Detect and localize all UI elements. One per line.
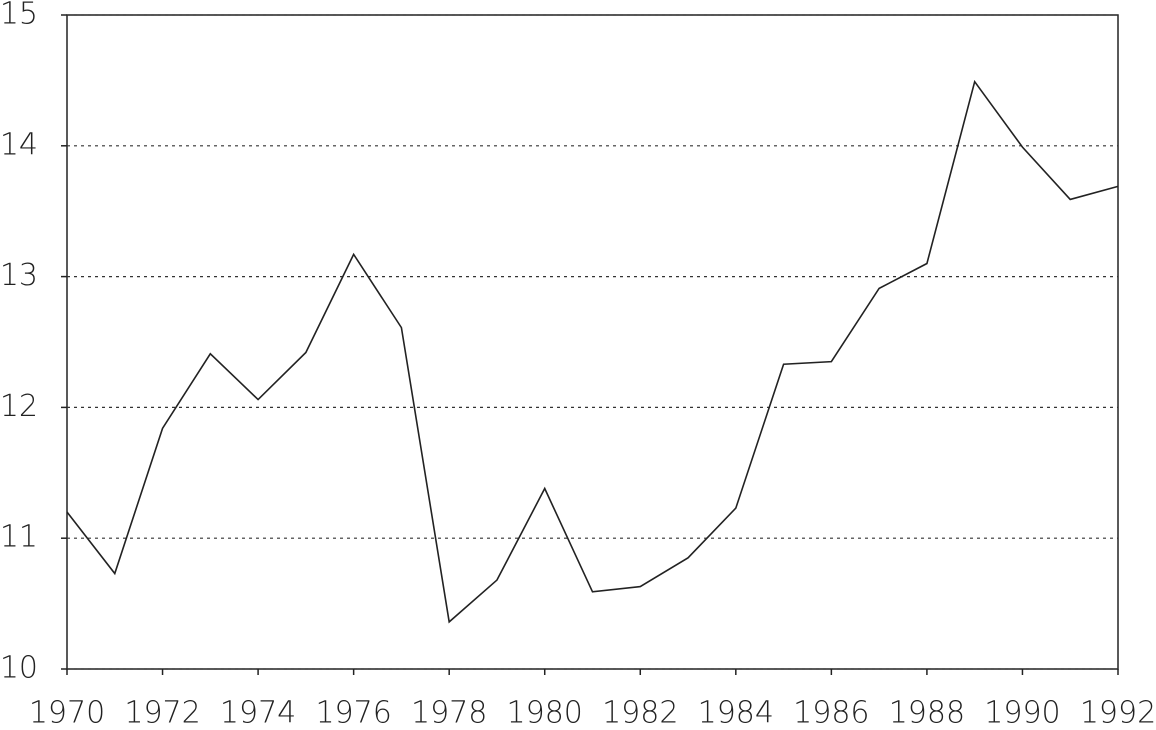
- x-tick-label: 1984: [698, 696, 774, 730]
- x-tick-label: 1982: [602, 696, 678, 730]
- y-tick-label: 10: [0, 651, 38, 686]
- x-tick-label: 1970: [29, 696, 105, 730]
- y-tick-label: 12: [0, 389, 38, 424]
- x-tick-label: 1976: [315, 696, 391, 730]
- x-tick-label: 1990: [984, 696, 1060, 730]
- x-tick-label: 1972: [124, 696, 200, 730]
- y-tick-label: 11: [0, 520, 38, 555]
- y-tick-label: 14: [0, 127, 38, 162]
- x-tick-label: 1986: [793, 696, 869, 730]
- x-tick-label: 1980: [507, 696, 583, 730]
- x-tick-label: 1974: [220, 696, 296, 730]
- data-line: [66, 79, 1119, 624]
- x-tick-label: 1988: [889, 696, 965, 730]
- x-tick-label: 1992: [1080, 696, 1156, 730]
- x-tick-label: 1978: [411, 696, 487, 730]
- y-tick-label: 15: [0, 0, 38, 32]
- y-tick-label: 13: [0, 258, 38, 293]
- plot-frame: [66, 14, 1119, 670]
